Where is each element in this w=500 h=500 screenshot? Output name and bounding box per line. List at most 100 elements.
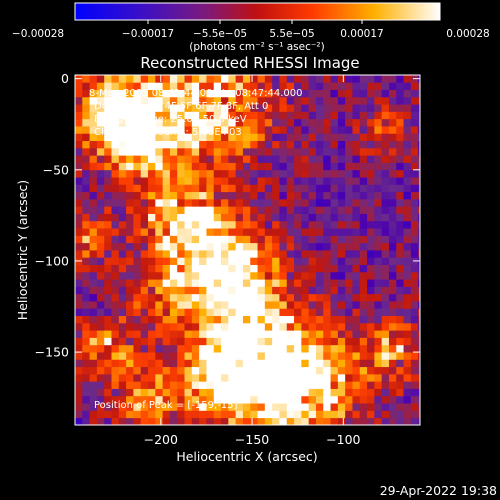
heatmap-cell xyxy=(381,89,390,98)
heatmap-cell xyxy=(367,337,375,346)
heatmap-cell xyxy=(89,242,98,251)
heatmap-cell xyxy=(272,177,280,185)
heatmap-cell xyxy=(330,373,339,382)
heatmap-cell xyxy=(177,344,185,353)
heatmap-cell xyxy=(235,89,244,98)
heatmap-cell xyxy=(242,155,251,163)
heatmap-cell xyxy=(228,206,237,214)
heatmap-cell xyxy=(374,75,383,83)
heatmap-cell xyxy=(308,308,317,317)
heatmap-cell xyxy=(323,213,331,222)
heatmap-cell xyxy=(396,198,404,207)
heatmap-cell xyxy=(323,301,331,309)
heatmap-cell xyxy=(308,228,317,236)
heatmap-cell xyxy=(279,293,288,302)
heatmap-cell xyxy=(272,155,280,163)
heatmap-cell xyxy=(104,147,112,156)
heatmap-cell xyxy=(388,126,397,134)
heatmap-cell xyxy=(177,220,185,229)
heatmap-cell xyxy=(104,213,112,222)
heatmap-cell xyxy=(352,293,361,302)
heatmap-cell xyxy=(148,133,156,142)
heatmap-cell xyxy=(75,206,83,214)
heatmap-cell xyxy=(89,220,98,229)
heatmap-cell xyxy=(89,366,98,375)
heatmap-cell xyxy=(396,242,404,251)
heatmap-cell xyxy=(177,381,185,389)
heatmap-cell xyxy=(75,155,83,163)
heatmap-cell xyxy=(330,155,339,163)
heatmap-cell xyxy=(315,330,324,338)
heatmap-cell xyxy=(359,250,368,258)
heatmap-cell xyxy=(162,228,171,236)
heatmap-cell xyxy=(133,308,142,317)
heatmap-cell xyxy=(126,366,134,375)
y-tick-label: 0 xyxy=(61,71,69,86)
heatmap-cell xyxy=(118,301,127,309)
heatmap-cell xyxy=(96,315,105,324)
heatmap-cell xyxy=(213,126,222,134)
heatmap-cell xyxy=(104,104,112,112)
heatmap-cell xyxy=(250,228,258,236)
heatmap-cell xyxy=(403,184,412,193)
heatmap-cell xyxy=(221,96,229,105)
heatmap-cell xyxy=(250,381,258,389)
heatmap-cell xyxy=(403,206,412,214)
colorbar-tick-labels: −0.00028 −0.00017 −5.5e−05 5.5e−05 0.00017 0.… xyxy=(12,28,490,40)
heatmap-cell xyxy=(337,191,346,200)
heatmap-cell xyxy=(374,198,383,207)
heatmap-cell xyxy=(264,395,273,404)
heatmap-cell xyxy=(396,177,404,185)
heatmap-cell xyxy=(359,410,368,419)
heatmap-cell xyxy=(133,75,142,83)
heatmap-cell xyxy=(235,315,244,324)
heatmap-cell xyxy=(337,279,346,287)
heatmap-cell xyxy=(374,126,383,134)
heatmap-cell xyxy=(89,257,98,265)
heatmap-cell xyxy=(294,82,302,90)
heatmap-cell xyxy=(235,417,244,426)
heatmap-cell xyxy=(242,293,251,302)
heatmap-cells xyxy=(75,75,421,426)
heatmap-cell xyxy=(388,75,397,83)
heatmap-cell xyxy=(155,301,164,309)
heatmap-cell xyxy=(177,133,185,142)
heatmap-cell xyxy=(177,403,185,411)
heatmap-cell xyxy=(337,286,346,295)
heatmap-cell xyxy=(140,126,149,134)
heatmap-cell xyxy=(308,366,317,375)
heatmap-cell xyxy=(75,286,83,295)
heatmap-cell xyxy=(330,198,339,207)
heatmap-cell xyxy=(235,301,244,309)
heatmap-cell xyxy=(104,111,112,120)
heatmap-cell xyxy=(330,126,339,134)
heatmap-cell xyxy=(294,191,302,200)
heatmap-cell xyxy=(242,308,251,317)
heatmap-cell xyxy=(104,155,112,163)
heatmap-cell xyxy=(242,337,251,346)
heatmap-cell xyxy=(155,147,164,156)
heatmap-cell xyxy=(213,286,222,295)
heatmap-cell xyxy=(323,293,331,302)
heatmap-cell xyxy=(337,359,346,368)
heatmap-cell xyxy=(367,89,375,98)
heatmap-cell xyxy=(272,198,280,207)
heatmap-cell xyxy=(418,155,421,163)
heatmap-cell xyxy=(169,89,178,98)
heatmap-cell xyxy=(148,395,156,404)
heatmap-cell xyxy=(410,242,419,251)
heatmap-cell xyxy=(301,96,310,105)
heatmap-cell xyxy=(272,140,280,149)
heatmap-cell xyxy=(279,301,288,309)
heatmap-cell xyxy=(250,315,258,324)
heatmap-cell xyxy=(184,257,193,265)
heatmap-cell xyxy=(104,330,112,338)
heatmap-cell xyxy=(315,322,324,331)
heatmap-cell xyxy=(206,82,215,90)
heatmap-cell xyxy=(213,140,222,149)
heatmap-cell xyxy=(323,337,331,346)
heatmap-cell xyxy=(213,177,222,185)
heatmap-cell xyxy=(96,330,105,338)
heatmap-cell xyxy=(403,395,412,404)
heatmap-cell xyxy=(352,126,361,134)
